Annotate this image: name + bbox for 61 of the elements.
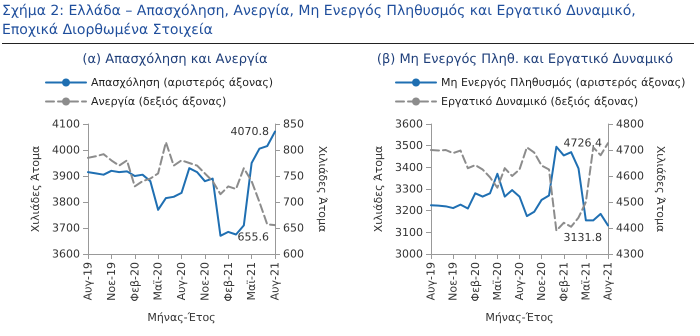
x-axis-title: Μήνας-Έτος: [485, 311, 554, 324]
x-tick-label: Νοε-20: [535, 262, 548, 301]
y-tick-label: 3600: [52, 248, 80, 260]
y-tick-label: 3400: [395, 160, 423, 174]
x-tick-label: Φεβ-20: [128, 262, 142, 302]
line-series: [87, 141, 276, 226]
y2-tick-label: 850: [283, 118, 304, 130]
y2-tick-label: 700: [283, 196, 304, 208]
legend-label: Ανεργία (δεξιός άξονας): [91, 95, 226, 108]
y2-tick-label: 4500: [616, 196, 644, 208]
data-label: 3131.8: [564, 230, 602, 244]
legend-label: Απασχόληση (αριστερός άξονας): [91, 76, 274, 89]
x-tick-label: Μαϊ-21: [579, 262, 592, 300]
x-tick-label: Νοε-20: [198, 262, 212, 301]
y2-axis-title: Χιλιάδες Άτομα: [316, 146, 329, 232]
y2-tick-label: 750: [283, 170, 304, 182]
y-axis-title: Χιλιάδες Άτομα: [29, 146, 42, 232]
x-tick-label: Αυγ-19: [82, 262, 94, 300]
y2-tick-label: 4300: [616, 248, 644, 260]
chart-subtitle: (β) Μη Ενεργός Πληθ. και Εργατικό Δυναμικό: [376, 52, 674, 67]
x-tick-label: Αυγ-19: [424, 262, 438, 300]
x-tick-label: Μαϊ-20: [490, 262, 504, 300]
y-axis-title: Χιλιάδες Άτομα: [372, 146, 386, 232]
data-label: 4726.4: [564, 136, 602, 150]
x-axis-title: Μήνας-Έτος: [147, 311, 216, 324]
y-tick-label: 3600: [395, 118, 423, 130]
text: Σχήμα 2: Ελλάδα – Απασχόληση, Ανεργία, Μη Ενεργός Πληθυσμός και Εργατικό Δυναμικό, Εποχικά Διορθωμένα Στοιχεία: [2, 2, 694, 44]
y2-tick-label: 650: [283, 222, 304, 234]
x-tick-label: Φεβ-21: [557, 262, 570, 302]
y2-tick-label: 800: [283, 144, 304, 156]
x-tick-label: Μαϊ-20: [152, 262, 165, 300]
data-label: 655.6: [238, 230, 269, 244]
y-tick-label: 3100: [395, 226, 423, 239]
y-tick-label: 4100: [52, 118, 80, 130]
x-tick-label: Αυγ-20: [175, 262, 188, 300]
legend-label: Εργατικό Δυναμικό (δεξιός άξονας): [441, 95, 638, 108]
y-tick-label: 3200: [395, 204, 423, 218]
data-label: 4070.8: [230, 125, 269, 138]
x-tick-label: Μαϊ-21: [245, 262, 258, 300]
x-tick-label: Νοε-19: [446, 262, 460, 301]
y-tick-label: 3300: [395, 182, 423, 196]
x-tick-label: Αυγ-21: [268, 262, 282, 300]
y-tick-label: 3700: [52, 222, 80, 234]
y2-tick-label: 4800: [616, 118, 644, 130]
y-tick-label: 3800: [52, 196, 80, 208]
y2-tick-label: 4700: [616, 144, 644, 156]
x-tick-label: Φεβ-21: [222, 262, 235, 302]
x-tick-label: Νοε-19: [104, 262, 118, 301]
y-tick-label: 4000: [52, 144, 80, 156]
x-tick-label: Αυγ-21: [602, 262, 614, 300]
chart-subtitle: (α) Απασχόληση και Ανεργία: [82, 52, 268, 67]
y2-axis-title: Χιλιάδες Άτομα: [654, 146, 667, 232]
y2-tick-label: 4600: [616, 170, 644, 182]
y-tick-label: 3000: [395, 248, 423, 260]
y2-tick-label: 4400: [616, 222, 644, 234]
y2-tick-label: 600: [283, 248, 304, 260]
x-tick-label: Φεβ-20: [468, 262, 482, 302]
y-tick-label: 3500: [395, 139, 423, 152]
legend-label: Μη Ενεργός Πληθυσμός (αριστερός άξονας): [441, 76, 686, 89]
x-tick-label: Αυγ-20: [513, 262, 526, 300]
y-tick-label: 3900: [52, 170, 80, 182]
